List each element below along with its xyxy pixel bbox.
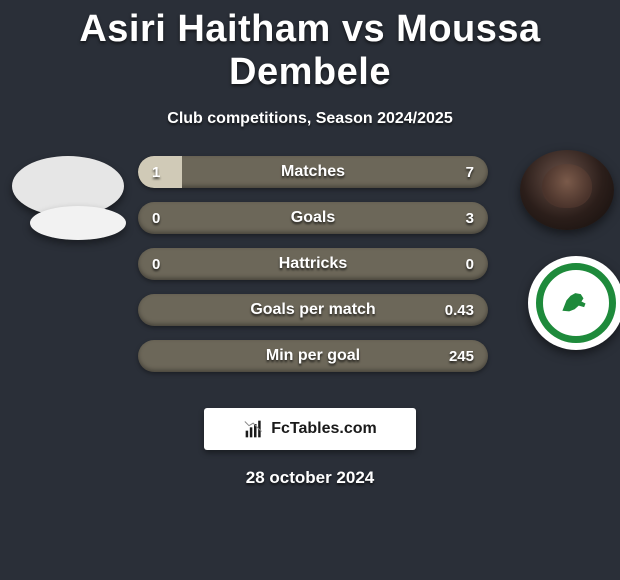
stat-right-value: 7 [438,164,474,181]
stat-right-value: 0.43 [438,302,474,319]
stat-right-value: 3 [438,210,474,227]
stats-area: 1Matches70Goals30Hattricks0Goals per mat… [10,156,610,386]
stat-label: Hattricks [188,255,438,273]
stat-row: Goals per match0.43 [138,294,488,326]
footer-brand-text: FcTables.com [271,420,377,438]
club-right-logo [528,256,620,350]
stat-row: Min per goal245 [138,340,488,372]
fctables-logo: FcTables.com [204,408,416,450]
page-title: Asiri Haitham vs Moussa Dembele [0,0,620,94]
player-right-avatar [520,150,614,230]
club-left-logo-placeholder [30,206,126,240]
stat-left-value: 0 [152,256,188,273]
stat-row: 0Goals3 [138,202,488,234]
stat-left-value: 1 [152,164,188,181]
stat-row: 0Hattricks0 [138,248,488,280]
bar-chart-icon [243,419,265,439]
ettifaq-badge-ring [536,263,616,343]
stat-label: Min per goal [188,347,438,365]
stat-row: 1Matches7 [138,156,488,188]
stat-label: Matches [188,163,438,181]
date-label: 28 october 2024 [0,468,620,488]
stat-right-value: 0 [438,256,474,273]
stat-label: Goals per match [188,301,438,319]
stat-right-value: 245 [438,348,474,365]
subtitle: Club competitions, Season 2024/2025 [0,110,620,128]
stat-bars: 1Matches70Goals30Hattricks0Goals per mat… [138,156,488,386]
comparison-infographic: Asiri Haitham vs Moussa Dembele Club com… [0,0,620,580]
ettifaq-horse-icon [559,290,593,316]
stat-left-value: 0 [152,210,188,227]
stat-label: Goals [188,209,438,227]
